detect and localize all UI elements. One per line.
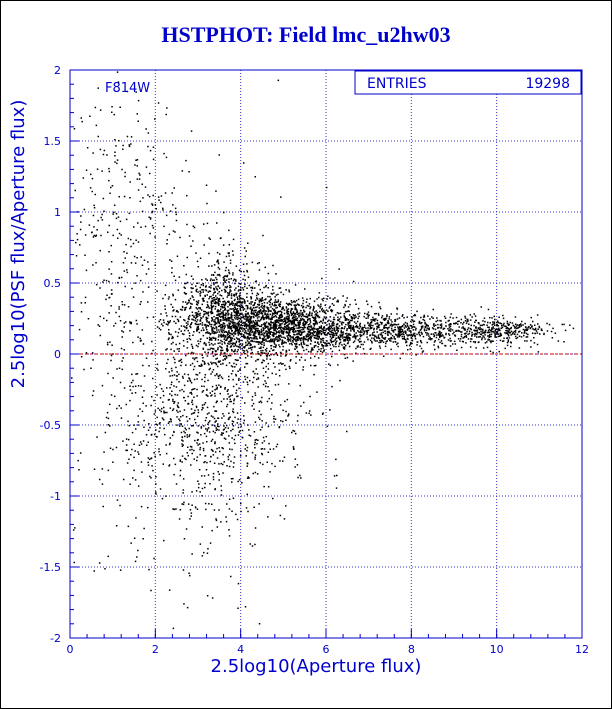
filter-label: F814W	[105, 81, 150, 96]
x-tick-labels: 0 2 4 6 8 10 12	[67, 643, 590, 656]
x-axis-label: 2.5log10(Aperture flux)	[211, 656, 422, 677]
y-tick-label: -2	[50, 632, 61, 645]
y-tick-labels: -2 -1.5 -1 -0.5 0 0.5 1 1.5 2	[40, 64, 61, 645]
x-tick-label: 4	[237, 643, 244, 656]
stats-box: ENTRIES 19298	[354, 70, 582, 95]
y-tick-label: -1.5	[40, 561, 61, 574]
axis-ticks	[69, 69, 583, 639]
x-tick-label: 8	[408, 643, 415, 656]
x-tick-label: 10	[490, 643, 504, 656]
scatter-point-set	[71, 71, 575, 630]
x-tick-label: 6	[323, 643, 330, 656]
x-tick-label: 12	[575, 643, 589, 656]
y-tick-label: 1	[54, 206, 61, 219]
x-tick-label: 0	[67, 643, 74, 656]
chart-title: HSTPHOT: Field lmc_u2hw03	[161, 22, 451, 47]
stats-entries-value: 19298	[525, 76, 570, 92]
stats-entries-label: ENTRIES	[367, 76, 427, 92]
x-tick-label: 2	[152, 643, 159, 656]
y-tick-label: 0.5	[44, 277, 62, 290]
y-axis-label: 2.5log10(PSF flux/Aperture flux)	[8, 100, 29, 389]
y-tick-label: 0	[54, 348, 61, 361]
y-tick-label: 2	[54, 64, 61, 77]
y-tick-label: -0.5	[40, 419, 61, 432]
y-tick-label: -1	[50, 490, 61, 503]
y-tick-label: 1.5	[44, 135, 62, 148]
data-points	[71, 71, 575, 630]
